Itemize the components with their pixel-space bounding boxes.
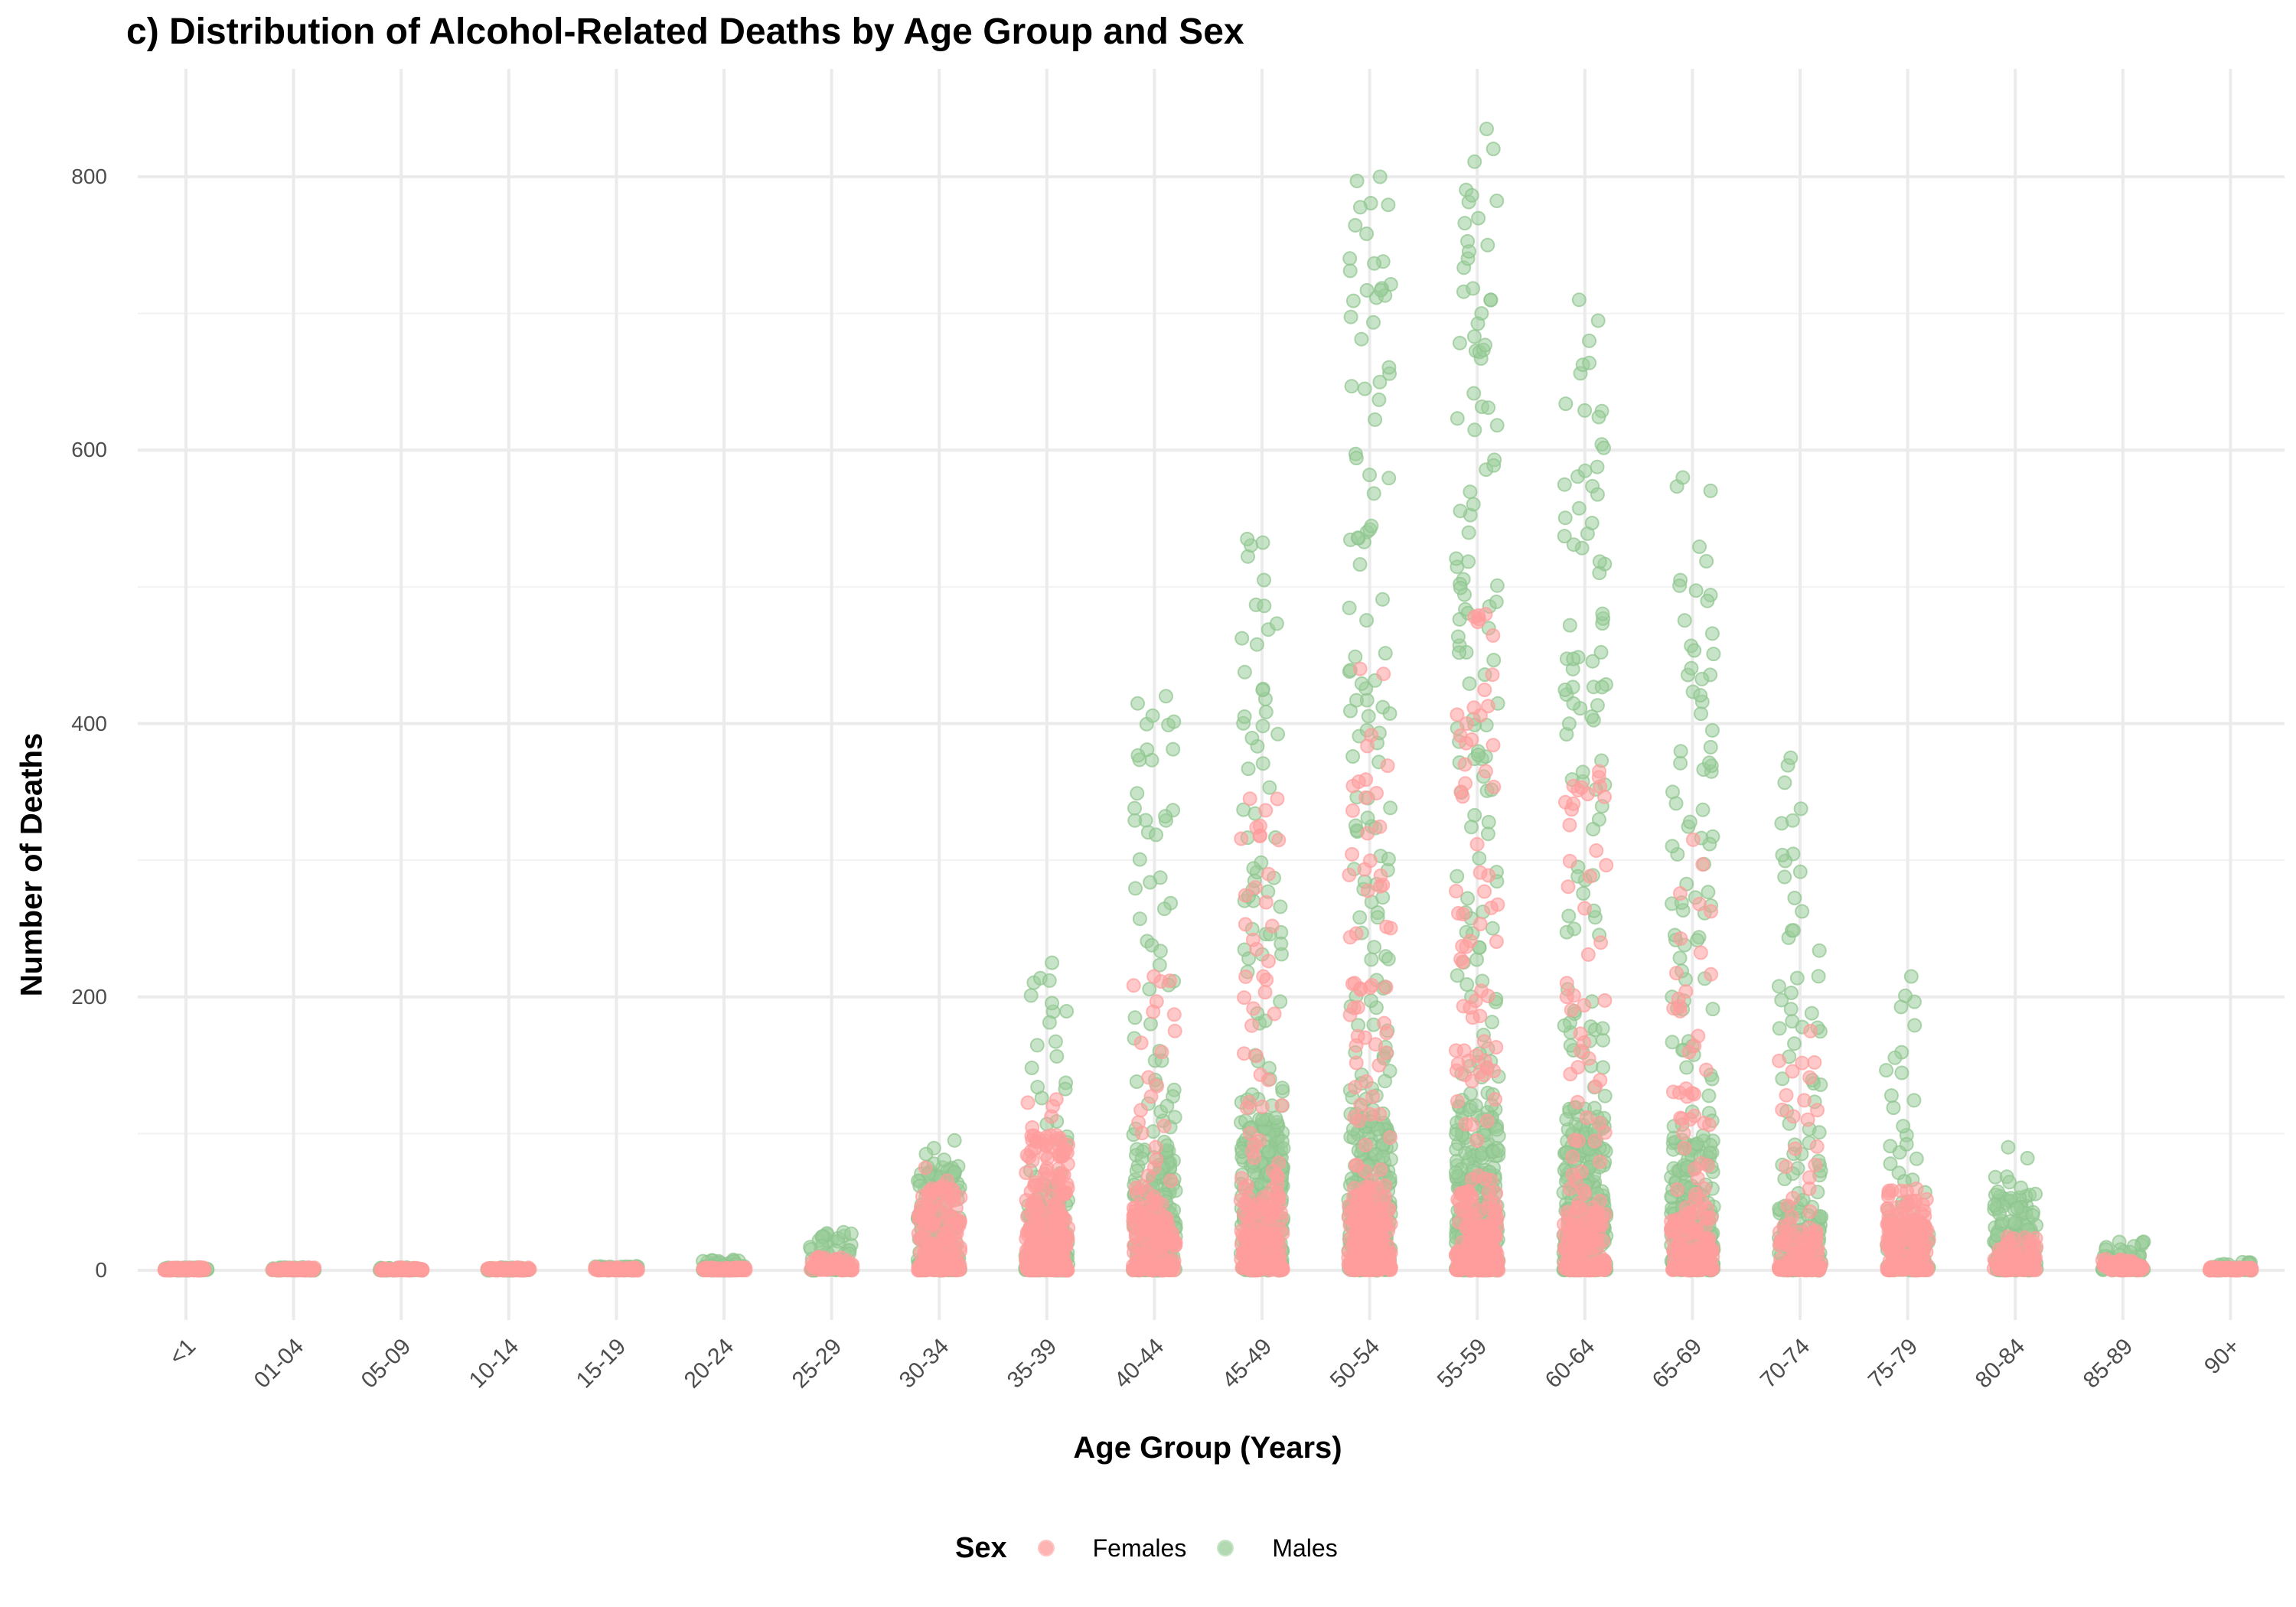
y-tick-label: 800 xyxy=(71,165,107,188)
y-tick-label: 200 xyxy=(71,984,107,1009)
y-tick-label: 0 xyxy=(95,1258,107,1282)
legend-item-males: Males xyxy=(1217,1534,1338,1563)
chart-title: c) Distribution of Alcohol-Related Death… xyxy=(126,11,1244,52)
y-tick-label: 400 xyxy=(71,711,107,735)
legend-title: Sex xyxy=(955,1531,1007,1564)
females-marker-icon xyxy=(1037,1540,1055,1556)
legend: Sex Females Males xyxy=(955,1527,1368,1570)
y-tick-label: 600 xyxy=(71,438,107,462)
legend-label-females: Females xyxy=(1092,1534,1187,1562)
legend-label-males: Males xyxy=(1272,1534,1338,1562)
y-axis-label: Number of Deaths xyxy=(15,732,49,997)
legend-item-females: Females xyxy=(1037,1534,1187,1563)
males-marker-icon xyxy=(1217,1540,1234,1556)
x-axis-label: Age Group (Years) xyxy=(1073,1431,1342,1465)
